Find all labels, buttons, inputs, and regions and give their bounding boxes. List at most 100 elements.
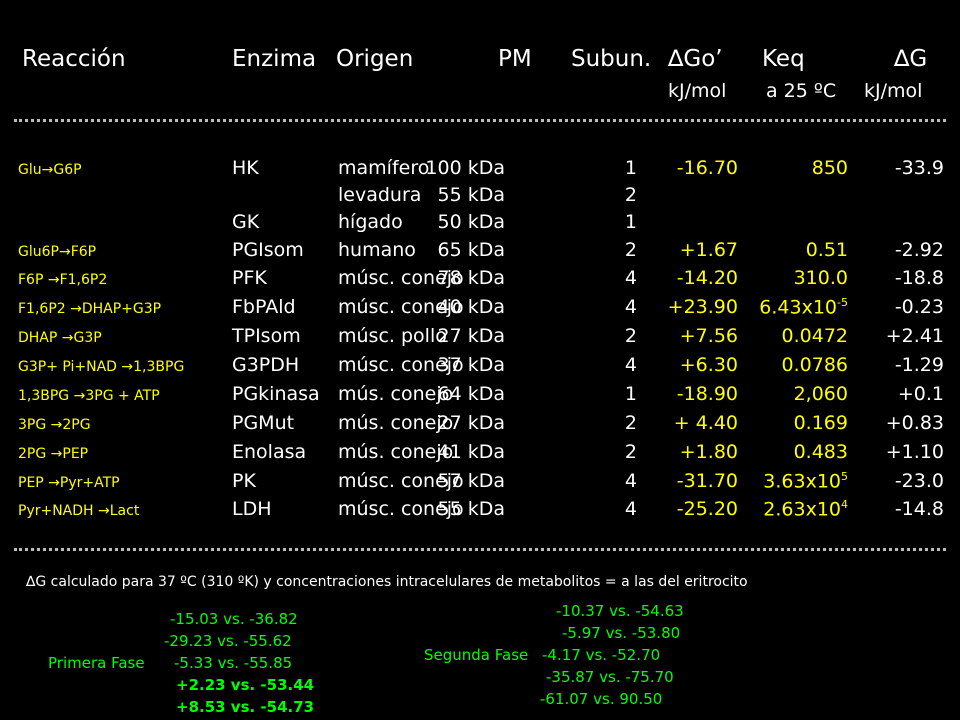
reaction-cell: F6P →F1,6P2 — [18, 272, 107, 288]
reaction-cell: Pyr+NADH →Lact — [18, 503, 139, 519]
reaction-cell: DHAP →G3P — [18, 330, 102, 346]
dgo-cell: +1.67 — [680, 239, 738, 261]
subunits-cell-text: 2 — [624, 412, 637, 434]
subunits-cell-text: 2 — [624, 184, 637, 206]
origin-cell: mús. conejo — [338, 441, 453, 463]
primera-fase-label: Primera Fase — [48, 654, 145, 672]
origin-cell-text: humano — [338, 239, 416, 261]
dgo-cell: +1.80 — [680, 441, 738, 463]
primera-fase-value: -29.23 vs. -55.62 — [164, 632, 292, 650]
subunits-cell-text: 4 — [624, 470, 637, 492]
dgo-cell: -31.70 — [677, 470, 738, 492]
reaction-cell-text: Glu→G6P — [18, 162, 82, 178]
origin-cell-text: músc. conejo — [338, 267, 464, 289]
pm-cell: 27 kDa — [438, 325, 506, 347]
header-origen: Origen — [336, 46, 414, 72]
dg-cell: +2.41 — [886, 325, 944, 347]
header-subun: Subun. — [571, 46, 652, 72]
keq-cell-text: 0.0472 — [781, 325, 848, 347]
dgo-cell: -14.20 — [677, 267, 738, 289]
subunits-cell-text: 1 — [624, 383, 637, 405]
reaction-cell: G3P+ Pi+NAD →1,3BPG — [18, 359, 184, 375]
dg-cell-text: -0.23 — [894, 296, 944, 318]
pm-cell: 27 kDa — [438, 412, 506, 434]
segunda-fase-value: -35.87 vs. -75.70 — [546, 668, 674, 686]
subunits-cell: 4 — [625, 296, 637, 318]
keq-cell: 0.0472 — [782, 325, 848, 347]
dgo-cell-text: +1.80 — [679, 441, 738, 463]
subunits-cell: 2 — [625, 325, 637, 347]
subunits-cell-text: 2 — [624, 325, 637, 347]
pm-cell-text: 78 kDa — [437, 267, 506, 289]
dgo-cell-text: -16.70 — [676, 157, 738, 179]
origin-cell: humano — [338, 239, 416, 261]
pm-cell: 64 kDa — [438, 383, 506, 405]
keq-cell: 0.0786 — [782, 354, 848, 376]
dg-cell: -1.29 — [895, 354, 944, 376]
enzyme-cell: LDH — [232, 498, 272, 520]
enzyme-cell-text: HK — [232, 157, 259, 179]
pm-cell: 57 kDa — [438, 470, 506, 492]
reaction-cell-text: F1,6P2 →DHAP+G3P — [18, 301, 162, 317]
dgo-cell-text: -31.70 — [676, 470, 738, 492]
pm-cell: 65 kDa — [438, 239, 506, 261]
reaction-cell-text: PEP →Pyr+ATP — [18, 475, 120, 491]
origin-cell: mamífero — [338, 157, 429, 179]
origin-cell: hígado — [338, 211, 403, 233]
dg-cell-text: -14.8 — [894, 498, 944, 520]
keq-cell: 6.43x10-5 — [759, 296, 848, 318]
dg-cell-text: +2.41 — [885, 325, 944, 347]
subunits-cell-text: 4 — [624, 498, 637, 520]
dgo-cell: +6.30 — [680, 354, 738, 376]
reaction-cell-text: 2PG →PEP — [18, 446, 89, 462]
subunits-cell: 4 — [625, 354, 637, 376]
pm-cell-text: 65 kDa — [437, 239, 506, 261]
segunda-fase-value: -4.17 vs. -52.70 — [542, 646, 661, 664]
origin-cell: mús. conejo — [338, 412, 453, 434]
dgo-cell: +7.56 — [680, 325, 738, 347]
enzyme-cell-text: FbPAld — [232, 296, 296, 318]
origin-cell: levadura — [338, 184, 421, 206]
pm-cell: 78 kDa — [438, 267, 506, 289]
primera-fase-value: -5.33 vs. -55.85 — [174, 654, 293, 672]
enzyme-cell-text: PFK — [232, 267, 267, 289]
pm-cell: 50 kDa — [438, 211, 506, 233]
unit-dg: kJ/mol — [864, 80, 923, 102]
pm-cell: 40 kDa — [438, 296, 506, 318]
origin-cell-text: mamífero — [338, 157, 430, 179]
subunits-cell: 1 — [625, 211, 637, 233]
dgo-cell: + 4.40 — [674, 412, 738, 434]
reaction-cell: 3PG →2PG — [18, 417, 91, 433]
bottom-divider — [14, 548, 946, 551]
subunits-cell: 4 — [625, 498, 637, 520]
dg-cell-text: -18.8 — [894, 267, 944, 289]
enzyme-cell-text: LDH — [232, 498, 272, 520]
keq-cell-text: 0.0786 — [781, 354, 848, 376]
dgo-cell: -16.70 — [677, 157, 738, 179]
unit-dgo: kJ/mol — [668, 80, 727, 102]
keq-cell: 2,060 — [794, 383, 848, 405]
origin-cell-text: mús. conejo — [338, 383, 454, 405]
keq-cell: 850 — [812, 157, 848, 179]
enzyme-cell-text: PGkinasa — [232, 383, 320, 405]
pm-cell-text: 55 kDa — [437, 498, 506, 520]
dgo-cell-text: + 4.40 — [673, 412, 738, 434]
origin-cell-text: músc. conejo — [338, 296, 464, 318]
reaction-cell: Glu6P→F6P — [18, 244, 96, 260]
header-keq: Keq — [762, 46, 805, 72]
primera-fase-value: -15.03 vs. -36.82 — [170, 610, 298, 628]
pm-cell: 41 kDa — [438, 441, 506, 463]
dgo-cell-text: -25.20 — [676, 498, 738, 520]
dg-cell: -23.0 — [895, 470, 944, 492]
reaction-cell: Glu→G6P — [18, 162, 82, 178]
subunits-cell-text: 4 — [624, 267, 637, 289]
reaction-cell-text: 1,3BPG →3PG + ATP — [18, 388, 160, 404]
pm-cell-text: 41 kDa — [437, 441, 506, 463]
dgo-cell-text: -14.20 — [676, 267, 738, 289]
header-reaccion: Reacción — [22, 46, 126, 72]
keq-cell-text: 0.169 — [793, 412, 848, 434]
keq-cell-text: 0.51 — [805, 239, 848, 261]
keq-exponent: -5 — [837, 296, 848, 309]
pm-cell: 55 kDa — [438, 498, 506, 520]
subunits-cell-text: 1 — [624, 211, 637, 233]
